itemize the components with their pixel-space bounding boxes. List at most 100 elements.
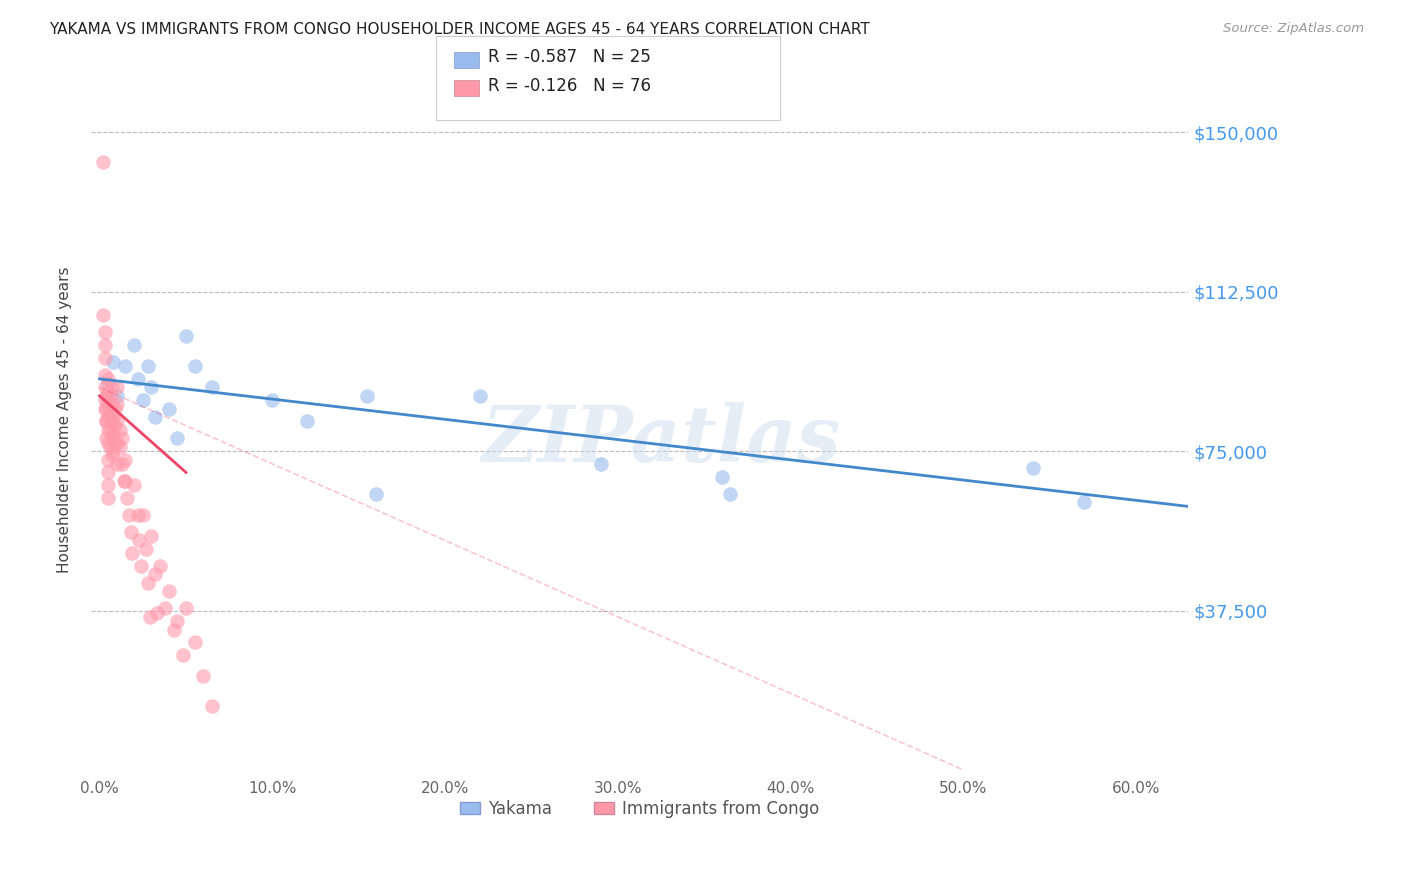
- Point: [364, 486, 387, 500]
- Point: [94, 351, 117, 365]
- Point: [149, 558, 172, 573]
- Point: [105, 457, 128, 471]
- Point: [94, 368, 117, 382]
- Point: [141, 529, 163, 543]
- Point: [262, 393, 284, 408]
- Text: R = -0.587   N = 25: R = -0.587 N = 25: [488, 48, 651, 66]
- Point: [103, 410, 125, 425]
- Text: R = -0.126   N = 76: R = -0.126 N = 76: [488, 77, 651, 95]
- Point: [96, 414, 118, 428]
- Point: [589, 457, 612, 471]
- Point: [100, 414, 122, 428]
- Point: [172, 648, 194, 663]
- Point: [155, 601, 177, 615]
- Legend: Yakama, Immigrants from Congo: Yakama, Immigrants from Congo: [453, 794, 825, 825]
- Point: [96, 401, 118, 416]
- Point: [105, 414, 128, 428]
- Point: [103, 444, 125, 458]
- Point: [201, 380, 224, 394]
- Point: [166, 431, 188, 445]
- Point: [104, 401, 127, 416]
- Point: [143, 410, 166, 425]
- Point: [135, 541, 157, 556]
- Point: [201, 699, 224, 714]
- Point: [118, 508, 141, 522]
- Point: [97, 397, 120, 411]
- Point: [96, 414, 118, 428]
- Point: [94, 380, 117, 394]
- Point: [97, 372, 120, 386]
- Point: [105, 435, 128, 450]
- Point: [97, 423, 120, 437]
- Point: [174, 329, 197, 343]
- Point: [132, 393, 155, 408]
- Point: [98, 440, 121, 454]
- Point: [122, 338, 145, 352]
- Point: [141, 380, 163, 394]
- Point: [94, 338, 117, 352]
- Point: [138, 610, 160, 624]
- Point: [157, 401, 180, 416]
- Point: [163, 623, 186, 637]
- Point: [143, 567, 166, 582]
- Point: [98, 389, 121, 403]
- Point: [111, 457, 134, 471]
- Point: [174, 601, 197, 615]
- Point: [103, 355, 125, 369]
- Y-axis label: Householder Income Ages 45 - 64 years: Householder Income Ages 45 - 64 years: [58, 266, 72, 573]
- Point: [1073, 495, 1095, 509]
- Point: [105, 397, 128, 411]
- Point: [91, 155, 114, 169]
- Point: [97, 384, 120, 399]
- Point: [295, 414, 318, 428]
- Point: [97, 478, 120, 492]
- Point: [105, 380, 128, 394]
- Point: [112, 474, 135, 488]
- Point: [97, 376, 120, 391]
- Point: [710, 469, 733, 483]
- Point: [98, 406, 121, 420]
- Point: [132, 508, 155, 522]
- Point: [120, 524, 142, 539]
- Point: [114, 452, 136, 467]
- Point: [193, 669, 215, 683]
- Point: [110, 423, 132, 437]
- Point: [110, 440, 132, 454]
- Point: [103, 427, 125, 442]
- Text: Source: ZipAtlas.com: Source: ZipAtlas.com: [1223, 22, 1364, 36]
- Point: [100, 380, 122, 394]
- Point: [104, 435, 127, 450]
- Point: [136, 359, 159, 373]
- Point: [127, 508, 149, 522]
- Point: [115, 491, 138, 505]
- Point: [94, 401, 117, 416]
- Point: [91, 308, 114, 322]
- Point: [96, 389, 118, 403]
- Point: [166, 614, 188, 628]
- Point: [97, 491, 120, 505]
- Point: [468, 389, 491, 403]
- Point: [122, 478, 145, 492]
- Point: [157, 584, 180, 599]
- Point: [129, 558, 152, 573]
- Point: [97, 435, 120, 450]
- Point: [100, 431, 122, 445]
- Point: [718, 486, 741, 500]
- Point: [96, 431, 118, 445]
- Point: [1021, 461, 1043, 475]
- Text: YAKAMA VS IMMIGRANTS FROM CONGO HOUSEHOLDER INCOME AGES 45 - 64 YEARS CORRELATIO: YAKAMA VS IMMIGRANTS FROM CONGO HOUSEHOL…: [49, 22, 870, 37]
- Point: [100, 397, 122, 411]
- Point: [114, 474, 136, 488]
- Point: [94, 325, 117, 339]
- Text: ZIPatlas: ZIPatlas: [482, 402, 841, 478]
- Point: [183, 359, 205, 373]
- Point: [127, 372, 149, 386]
- Point: [128, 533, 150, 548]
- Point: [94, 393, 117, 408]
- Point: [97, 452, 120, 467]
- Point: [104, 418, 127, 433]
- Point: [111, 431, 134, 445]
- Point: [97, 466, 120, 480]
- Point: [183, 635, 205, 649]
- Point: [100, 449, 122, 463]
